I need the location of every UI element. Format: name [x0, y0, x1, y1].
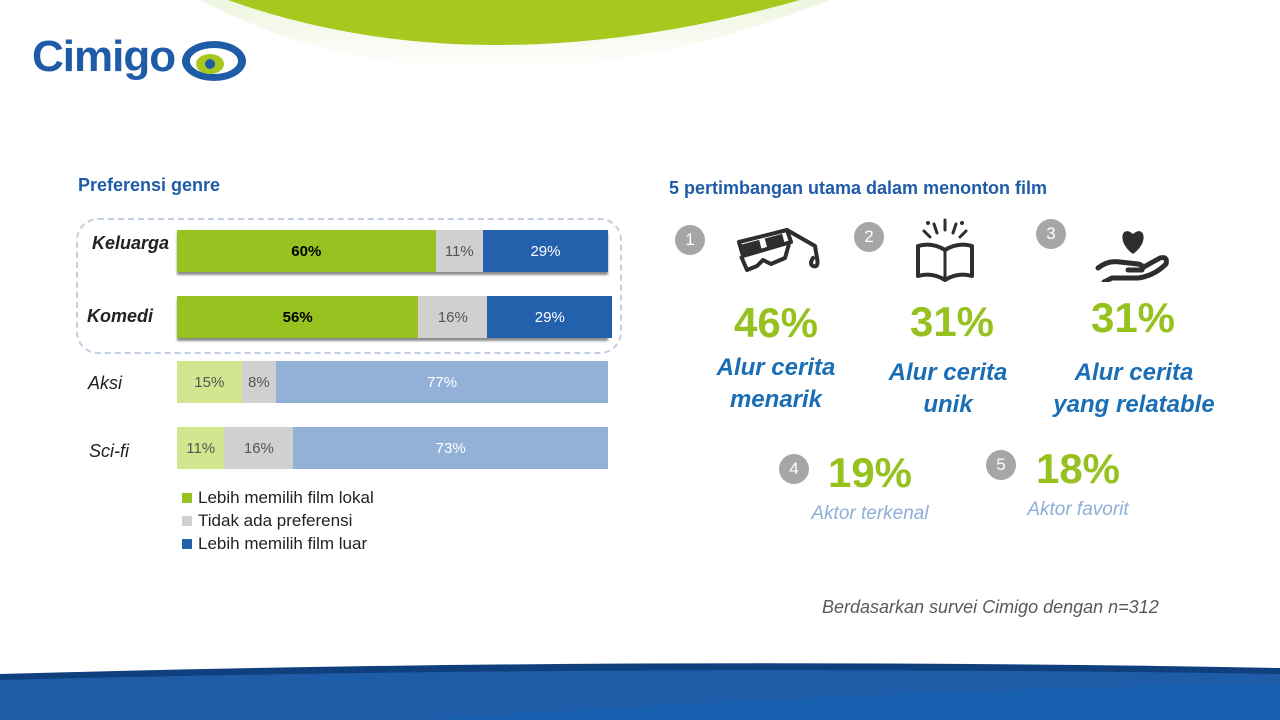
heart-hand-icon: [1095, 231, 1169, 282]
top-green-arc: [200, 0, 830, 70]
item-5-label: Aktor favorit: [1027, 499, 1129, 520]
item-3-label-line2: yang relatable: [1053, 391, 1215, 418]
item-2-label-line1: Alur cerita: [888, 359, 1008, 386]
item-3-label-line1: Alur cerita: [1074, 359, 1194, 386]
bar-label-keluarga: Keluarga: [92, 233, 170, 253]
bar-segment-none-komedi: 16%: [418, 296, 488, 338]
rank-badge-1: 1: [675, 225, 705, 255]
bar-segment-foreign-keluarga: 29%: [483, 230, 608, 272]
top-considerations-title: 5 pertimbangan utama dalam menonton film: [669, 178, 1048, 198]
chart-legend: Lebih memilih film lokal Tidak ada prefe…: [182, 488, 374, 554]
brand-logo-text: Cimigo: [32, 32, 176, 81]
bar-label-sci-fi: Sci-fi: [89, 441, 129, 461]
legend-swatch-none: [182, 516, 192, 526]
bar-segment-foreign-sci-fi: 73%: [293, 427, 608, 469]
item-1-label-line1: Alur cerita: [716, 354, 836, 381]
bar-segment-local-sci-fi: 11%: [177, 427, 225, 469]
bar-segment-local-keluarga: 60%: [177, 230, 436, 272]
legend-label-none: Tidak ada preferensi: [198, 511, 353, 530]
legend-item-none: Tidak ada preferensi: [182, 511, 374, 531]
open-book-icon: [916, 218, 974, 282]
survey-footnote: Berdasarkan survei Cimigo dengan n=312: [822, 597, 1159, 617]
bottom-blue-band: [0, 663, 1280, 720]
3d-glasses-icon: [737, 228, 820, 272]
item-2-label-line2: unik: [923, 391, 973, 418]
item-3-percent: 31%: [1090, 294, 1176, 341]
item-5-percent: 18%: [1035, 445, 1121, 492]
legend-swatch-local: [182, 493, 192, 503]
legend-label-local: Lebih memilih film lokal: [198, 488, 374, 507]
rank-badge-3: 3: [1036, 219, 1066, 249]
bar-segment-foreign-komedi: 29%: [487, 296, 613, 338]
bar-label-komedi: Komedi: [87, 306, 154, 326]
legend-swatch-foreign: [182, 539, 192, 549]
bar-keluarga: 60% 11% 29%: [177, 230, 608, 272]
item-2-percent: 31%: [909, 298, 995, 345]
legend-item-local: Lebih memilih film lokal: [182, 488, 374, 508]
rank-badge-4: 4: [779, 454, 809, 484]
rank-badge-2: 2: [854, 222, 884, 252]
bar-segment-none-aksi: 8%: [241, 361, 277, 403]
item-1-label: Alur cerita menarik: [686, 352, 866, 416]
genre-preference-title: Preferensi genre: [78, 175, 221, 195]
legend-label-foreign: Lebih memilih film luar: [198, 534, 368, 553]
bar-aksi: 15% 8% 77%: [177, 361, 608, 403]
item-2-label: Alur cerita unik: [858, 357, 1038, 421]
bar-segment-local-aksi: 15%: [177, 361, 242, 403]
brand-eye-logo-icon: [182, 41, 246, 81]
bar-segment-none-sci-fi: 16%: [224, 427, 294, 469]
bar-label-aksi: Aksi: [88, 373, 123, 393]
legend-item-foreign: Lebih memilih film luar: [182, 534, 374, 554]
bar-segment-local-komedi: 56%: [177, 296, 419, 338]
bar-sci-fi: 11% 16% 73%: [177, 427, 608, 469]
highlight-frame: [76, 218, 622, 354]
item-1-label-line2: menarik: [729, 386, 823, 413]
bar-komedi: 56% 16% 29%: [177, 296, 613, 338]
bar-segment-foreign-aksi: 77%: [276, 361, 608, 403]
bar-segment-none-keluarga: 11%: [435, 230, 483, 272]
rank-badge-5: 5: [986, 450, 1016, 480]
item-4-label: Aktor terkenal: [811, 503, 929, 524]
item-1-percent: 46%: [733, 299, 819, 346]
item-3-label: Alur cerita yang relatable: [1036, 357, 1232, 421]
item-4-percent: 19%: [827, 449, 913, 496]
